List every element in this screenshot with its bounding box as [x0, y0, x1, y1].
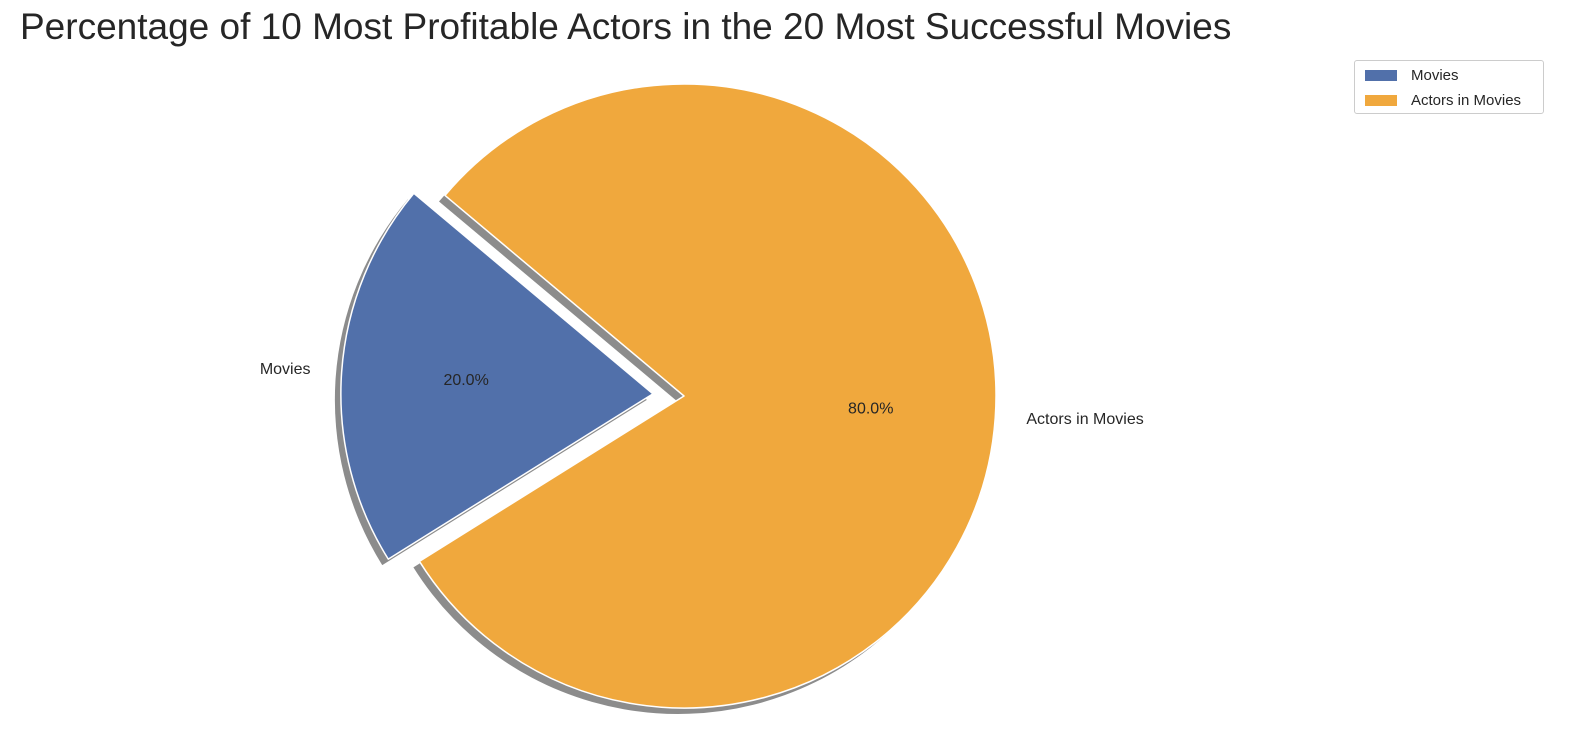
legend-swatch-movies	[1365, 69, 1397, 81]
pie-slice-actors-in-movies	[418, 83, 997, 709]
slice-label-actors-in-movies: Actors in Movies	[1026, 411, 1143, 428]
legend-swatch-actors-in-movies	[1365, 94, 1397, 106]
pie-slice-movies	[340, 192, 654, 560]
legend-label-movies: Movies	[1411, 66, 1459, 84]
legend-label-actors-in-movies: Actors in Movies	[1411, 91, 1522, 109]
chart-title: Percentage of 10 Most Profitable Actors …	[20, 6, 1232, 47]
legend-item-actors-in-movies: Actors in Movies	[1365, 90, 1521, 110]
pct-label-movies: 20.0%	[443, 372, 488, 389]
pie-label-layer: 20.0% Movies 80.0% Actors in Movies	[260, 361, 1144, 428]
legend-item-movies: Movies	[1365, 65, 1459, 85]
pie-slice-layer	[340, 83, 997, 709]
slice-label-movies: Movies	[260, 361, 311, 378]
pct-label-actors-in-movies: 80.0%	[848, 400, 893, 417]
legend: Movies Actors in Movies	[1354, 60, 1544, 114]
